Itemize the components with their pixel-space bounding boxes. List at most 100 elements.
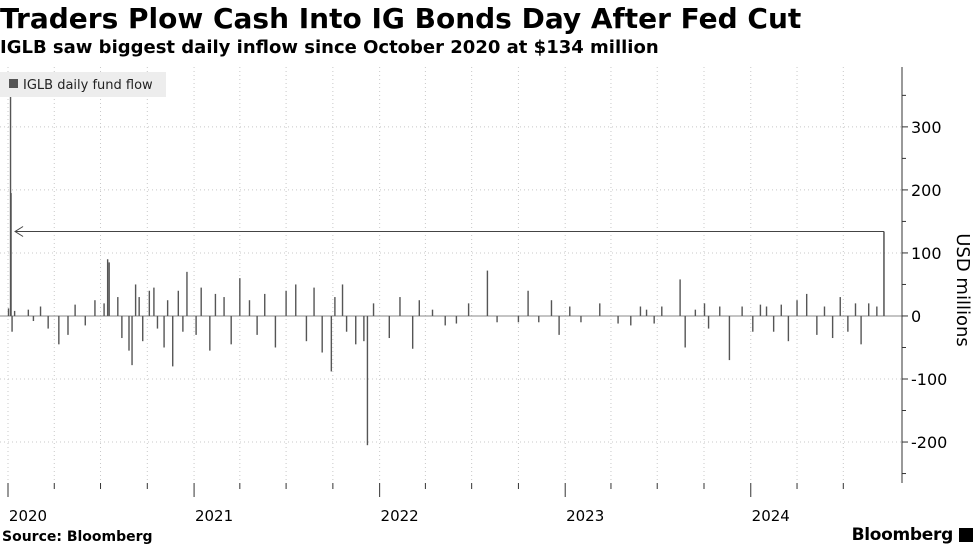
y-tick-label: 200: [911, 181, 942, 200]
flow-bar: [741, 306, 743, 316]
legend: IGLB daily fund flow: [0, 72, 166, 97]
flow-bar: [839, 297, 841, 316]
flow-bar: [679, 279, 681, 316]
y-tick-label: 100: [911, 244, 942, 263]
flow-bar: [341, 284, 344, 316]
flow-bar: [148, 290, 151, 316]
flow-bar: [10, 193, 12, 316]
x-tick-label: 2020: [9, 507, 47, 525]
flow-bar: [32, 315, 35, 322]
brand-wordmark: Bloomberg: [851, 525, 954, 545]
flow-bar: [876, 306, 878, 316]
flow-bar: [538, 315, 540, 323]
flow-bar: [163, 315, 165, 348]
flow-bar: [868, 303, 870, 316]
flow-bar: [334, 297, 336, 316]
flow-bar: [372, 303, 375, 316]
x-tick-label: 2024: [752, 507, 790, 525]
flow-bar: [345, 315, 348, 332]
chart-subtitle: IGLB saw biggest daily inflow since Octo…: [0, 37, 659, 58]
flow-bar: [117, 297, 119, 316]
flow-bar: [569, 306, 571, 316]
flow-bar: [366, 315, 369, 446]
flow-bar: [47, 315, 49, 329]
flow-bar: [517, 315, 520, 323]
flow-bar: [399, 297, 401, 316]
flow-bar: [131, 315, 133, 366]
flow-bar: [639, 306, 642, 316]
flow-bar: [239, 278, 241, 316]
legend-swatch: [9, 79, 18, 88]
flow-bar: [195, 315, 197, 335]
source-note: Source: Bloomberg: [2, 529, 153, 545]
flow-bar: [444, 315, 446, 326]
flow-bar: [186, 271, 188, 316]
flow-bar: [182, 315, 184, 332]
flow-bar: [617, 315, 619, 324]
flow-bar: [264, 293, 266, 316]
flow-bar: [172, 315, 174, 367]
flow-bar: [772, 315, 775, 332]
flow-bar: [558, 315, 560, 335]
flow-bar: [363, 315, 365, 342]
flow-bar: [134, 284, 137, 316]
flow-bar: [321, 315, 323, 353]
flow-bar: [128, 315, 130, 351]
flow-bar: [580, 315, 582, 323]
flow-bar: [752, 315, 754, 332]
flow-bar: [121, 315, 123, 339]
flow-bar: [156, 315, 159, 329]
axes: 300 200 100 0 -100 -200 2020 2021 2022 2023 2024: [7, 67, 947, 525]
flow-bar: [27, 309, 30, 316]
flow-bar: [214, 293, 217, 316]
flow-bar: [780, 304, 782, 316]
flow-bar: [707, 315, 710, 329]
flow-bar: [11, 315, 13, 332]
flow-bar: [765, 306, 768, 316]
flow-bar: [645, 309, 648, 316]
annotation-arrowhead: [14, 226, 24, 237]
flow-bar: [388, 315, 390, 339]
flow-bar: [200, 287, 202, 316]
y-axis-label: USD millions: [952, 233, 973, 347]
chart-title: Traders Plow Cash Into IG Bonds Day Afte…: [0, 2, 802, 35]
flow-bar: [67, 315, 69, 335]
flow-bar: [285, 290, 287, 316]
flow-bar: [177, 290, 180, 316]
annotation: [14, 226, 885, 316]
flow-bar: [455, 315, 458, 324]
flow-bar: [313, 287, 315, 316]
flow-bar: [816, 315, 818, 335]
flow-bar: [653, 315, 655, 324]
flow-bar: [684, 315, 686, 348]
flow-bar: [787, 315, 790, 342]
flow-bar: [805, 293, 808, 316]
brand-logo: Bloomberg: [852, 525, 973, 545]
y-tick-label: 0: [911, 307, 921, 326]
flow-bar: [305, 315, 308, 342]
flow-bar: [728, 315, 731, 361]
flow-bar: [630, 315, 632, 326]
bars: [7, 95, 885, 446]
flow-bar: [759, 304, 762, 316]
x-tick-label: 2021: [195, 507, 233, 525]
flow-bar: [860, 315, 862, 345]
y-tick-label: -200: [911, 433, 947, 452]
flow-bar: [694, 309, 697, 316]
y-tick-label: -100: [911, 370, 947, 389]
flow-bar: [550, 300, 553, 316]
flow-bar: [248, 300, 251, 316]
flow-bar: [166, 300, 169, 316]
flow-bar: [719, 306, 721, 316]
legend-box: [0, 72, 166, 97]
flow-bar: [256, 315, 258, 335]
legend-label: IGLB daily fund flow: [23, 78, 153, 93]
flow-bar: [58, 315, 60, 345]
flow-bar: [138, 297, 140, 316]
flow-bar: [847, 315, 849, 332]
flow-bar: [223, 297, 225, 316]
flow-bar: [142, 315, 144, 342]
flow-bar: [153, 287, 155, 316]
flow-bar: [94, 300, 96, 316]
